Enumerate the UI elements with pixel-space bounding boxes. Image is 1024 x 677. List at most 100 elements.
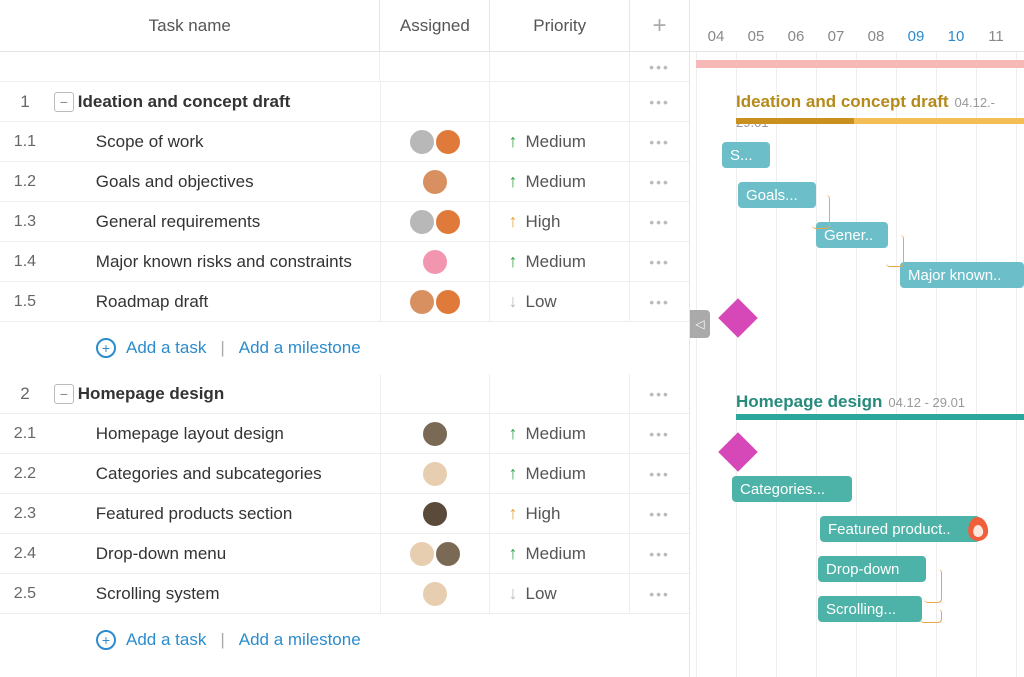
milestone-marker[interactable] — [718, 432, 758, 472]
avatar[interactable] — [434, 208, 462, 236]
avatar[interactable] — [421, 500, 449, 528]
assigned-cell[interactable] — [380, 414, 490, 453]
collapse-group-button[interactable]: − — [50, 374, 78, 413]
avatar[interactable] — [408, 288, 436, 316]
timeline-day[interactable]: 07 — [816, 28, 856, 51]
assigned-cell[interactable] — [380, 494, 490, 533]
timeline-group-bar[interactable] — [736, 414, 1024, 420]
row-menu-button[interactable]: ••• — [629, 202, 689, 241]
timeline-group-label[interactable]: Homepage design04.12 - 29.01 — [736, 392, 965, 412]
priority-cell[interactable]: ↑Medium — [489, 454, 629, 493]
priority-cell[interactable]: ↑Medium — [489, 162, 629, 201]
task-row[interactable]: 2.2 Categories and subcategories ↑Medium… — [0, 454, 689, 494]
assigned-cell[interactable] — [380, 574, 490, 613]
assigned-cell[interactable] — [380, 122, 490, 161]
group-row[interactable]: 1 − Ideation and concept draft ••• — [0, 82, 689, 122]
priority-cell[interactable]: ↑Medium — [489, 414, 629, 453]
gantt-bar[interactable]: Scrolling... — [818, 596, 922, 622]
priority-cell[interactable]: ↑Medium — [489, 534, 629, 573]
assigned-cell[interactable] — [380, 162, 490, 201]
gantt-bar[interactable]: Categories... — [732, 476, 852, 502]
row-menu-button[interactable]: ••• — [629, 282, 689, 321]
row-menu-button[interactable]: ••• — [629, 534, 689, 573]
row-menu-button[interactable]: ••• — [629, 574, 689, 613]
row-menu-button[interactable]: ••• — [629, 82, 689, 121]
col-header-assigned[interactable]: Assigned — [379, 0, 489, 51]
collapse-timeline-button[interactable]: ◁ — [690, 310, 710, 338]
timeline-day[interactable]: 11 — [976, 28, 1016, 51]
assigned-cell[interactable] — [380, 454, 490, 493]
assigned-cell[interactable] — [380, 282, 490, 321]
avatar[interactable] — [434, 128, 462, 156]
timeline-group-bar[interactable] — [854, 118, 1024, 124]
task-row[interactable]: 2.1 Homepage layout design ↑Medium ••• — [0, 414, 689, 454]
task-row[interactable]: 2.3 Featured products section ↑High ••• — [0, 494, 689, 534]
row-menu-button[interactable]: ••• — [629, 454, 689, 493]
task-row[interactable]: 1.4 Major known risks and constraints ↑M… — [0, 242, 689, 282]
timeline-day[interactable]: 04 — [696, 28, 736, 51]
priority-cell[interactable]: ↑High — [489, 202, 629, 241]
collapse-group-button[interactable]: − — [50, 82, 78, 121]
timeline-day[interactable]: 08 — [856, 28, 896, 51]
priority-cell[interactable]: ↑High — [489, 494, 629, 533]
task-number: 1.3 — [0, 202, 50, 241]
timeline-group-label[interactable]: Ideation and concept draft04.12.- 29.01 — [736, 92, 1024, 132]
timeline-day[interactable]: 10 — [936, 28, 976, 51]
row-menu-button[interactable]: ••• — [629, 374, 689, 413]
timeline-day[interactable]: 09 — [896, 28, 936, 51]
group-row[interactable]: 2 − Homepage design ••• — [0, 374, 689, 414]
timeline-day[interactable]: 05 — [736, 28, 776, 51]
task-row[interactable]: 1.5 Roadmap draft ↓Low ••• — [0, 282, 689, 322]
flame-icon — [967, 516, 989, 541]
plus-circle-icon: + — [96, 630, 116, 650]
col-header-priority[interactable]: Priority — [489, 0, 629, 51]
avatar[interactable] — [434, 288, 462, 316]
priority-cell[interactable]: ↓Low — [489, 282, 629, 321]
avatar[interactable] — [421, 420, 449, 448]
row-menu-button[interactable]: ••• — [629, 494, 689, 533]
assigned-cell[interactable] — [380, 242, 490, 281]
add-task-link[interactable]: Add a task — [126, 338, 206, 358]
task-row[interactable]: 1.2 Goals and objectives ↑Medium ••• — [0, 162, 689, 202]
priority-cell[interactable]: ↑Medium — [489, 122, 629, 161]
priority-cell[interactable]: ↓Low — [489, 574, 629, 613]
timeline-group-bar[interactable] — [736, 118, 854, 124]
row-menu-button[interactable]: ••• — [629, 162, 689, 201]
task-row[interactable]: 1.3 General requirements ↑High ••• — [0, 202, 689, 242]
dependency-connector — [920, 609, 942, 623]
gantt-bar[interactable]: Major known.. — [900, 262, 1024, 288]
row-menu-button[interactable]: ••• — [629, 414, 689, 453]
task-row[interactable]: 2.4 Drop-down menu ↑Medium ••• — [0, 534, 689, 574]
plus-circle-icon: + — [96, 338, 116, 358]
row-menu-button[interactable]: ••• — [629, 122, 689, 161]
row-menu-button[interactable]: ••• — [629, 242, 689, 281]
avatar[interactable] — [421, 248, 449, 276]
task-number: 1.5 — [0, 282, 50, 321]
task-row[interactable]: 1.1 Scope of work ↑Medium ••• — [0, 122, 689, 162]
milestone-marker[interactable] — [718, 298, 758, 338]
assigned-cell[interactable] — [380, 202, 490, 241]
add-milestone-link[interactable]: Add a milestone — [239, 630, 361, 650]
gantt-bar[interactable]: Drop-down — [818, 556, 926, 582]
gantt-bar[interactable]: Goals... — [738, 182, 816, 208]
gantt-bar[interactable]: S... — [722, 142, 770, 168]
avatar[interactable] — [434, 540, 462, 568]
add-milestone-link[interactable]: Add a milestone — [239, 338, 361, 358]
task-row[interactable]: 2.5 Scrolling system ↓Low ••• — [0, 574, 689, 614]
avatar[interactable] — [421, 580, 449, 608]
avatar[interactable] — [408, 208, 436, 236]
priority-cell[interactable]: ↑Medium — [489, 242, 629, 281]
add-column-button[interactable]: + — [629, 0, 689, 51]
avatar[interactable] — [421, 460, 449, 488]
avatar[interactable] — [421, 168, 449, 196]
timeline-day[interactable]: 06 — [776, 28, 816, 51]
row-menu-button[interactable]: ••• — [629, 52, 689, 81]
add-task-link[interactable]: Add a task — [126, 630, 206, 650]
avatar[interactable] — [408, 128, 436, 156]
task-name: Roadmap draft — [78, 282, 380, 321]
col-header-task-name[interactable]: Task name — [0, 0, 379, 51]
avatar[interactable] — [408, 540, 436, 568]
assigned-cell[interactable] — [380, 534, 490, 573]
gantt-bar[interactable]: Featured product.. — [820, 516, 980, 542]
add-row: + Add a task | Add a milestone — [0, 614, 689, 666]
